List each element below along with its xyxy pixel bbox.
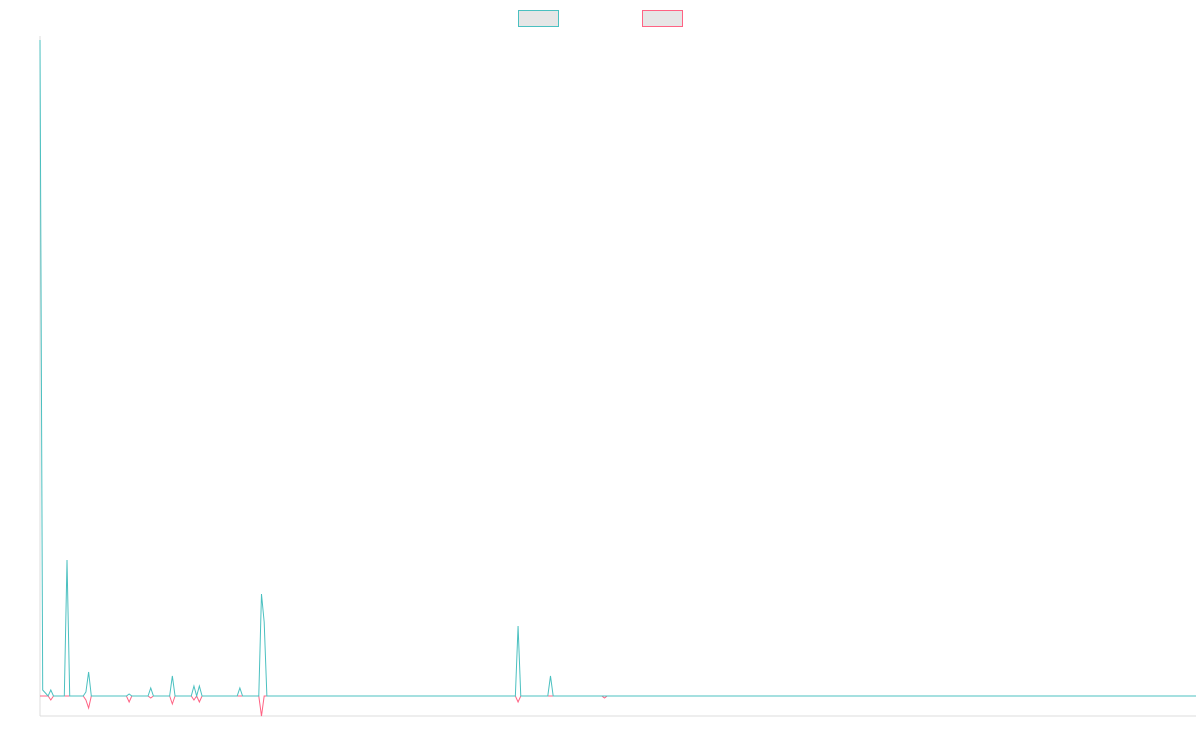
chart-legend[interactable] <box>518 10 683 27</box>
series-line-1 <box>39 39 1196 698</box>
legend-swatch-1[interactable] <box>518 10 559 27</box>
series-line-2 <box>40 694 1196 717</box>
legend-swatch-2[interactable] <box>642 10 683 27</box>
series-layer <box>39 39 1196 717</box>
